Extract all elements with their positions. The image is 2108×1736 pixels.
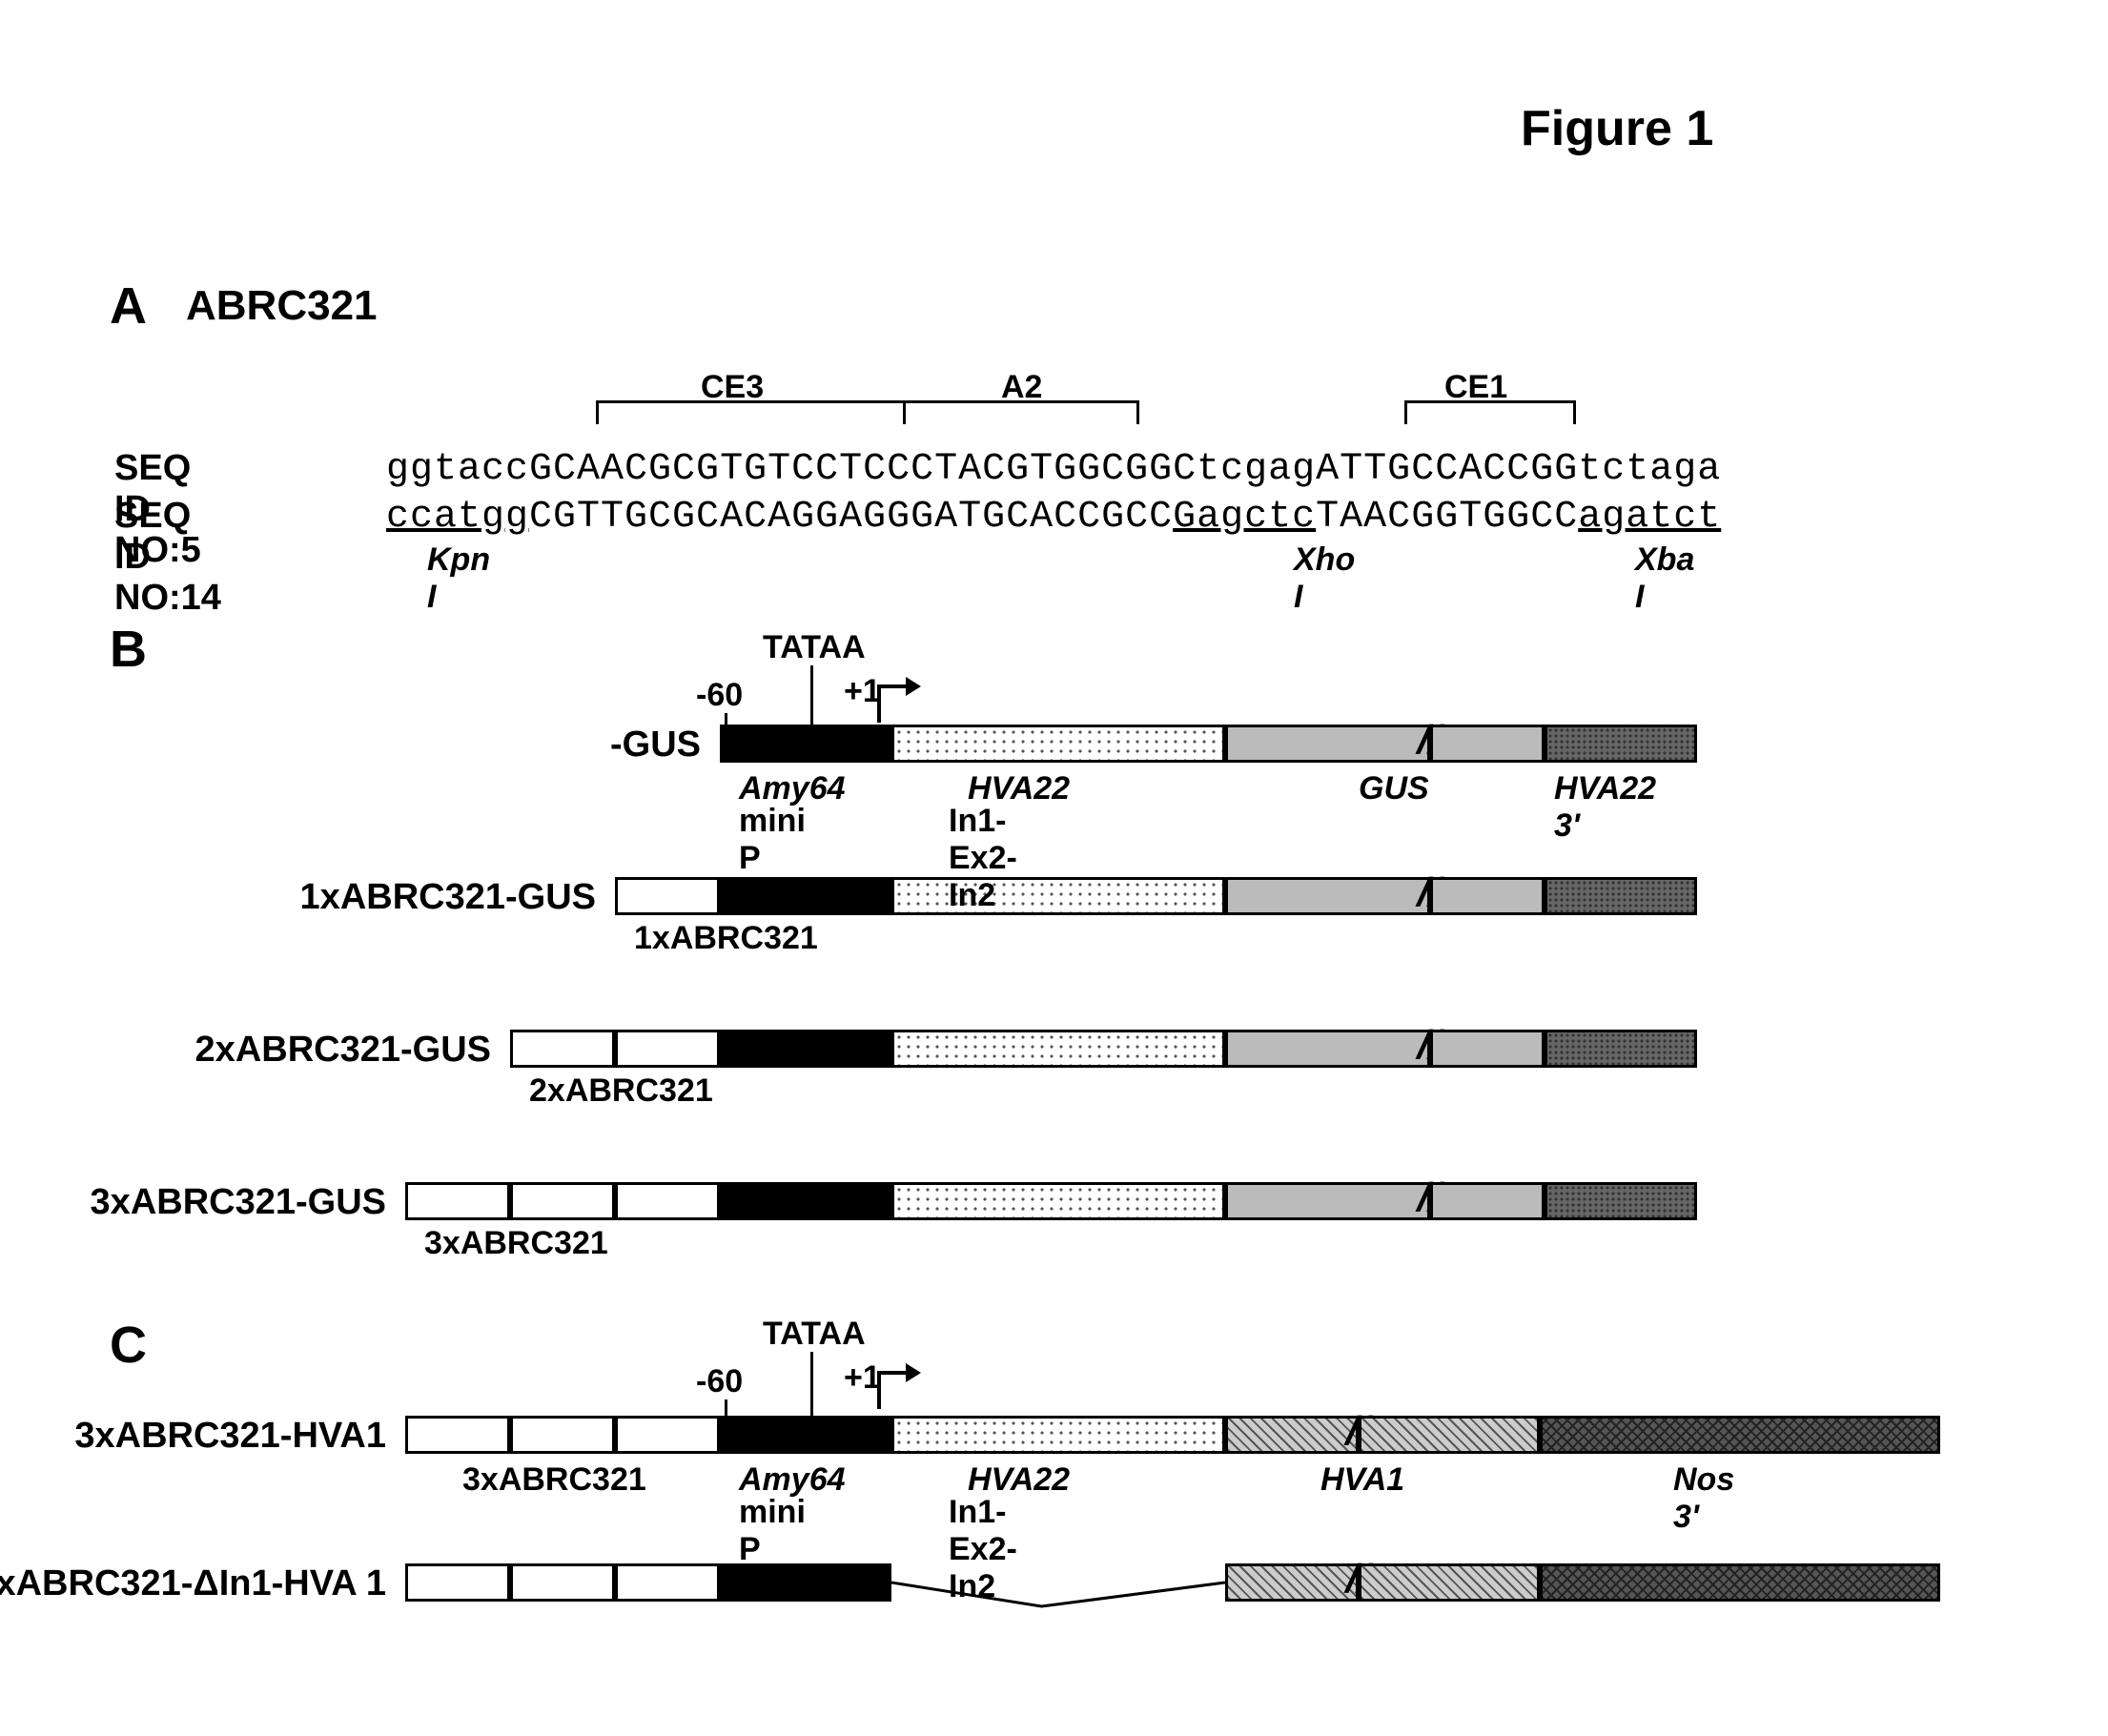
hva1-box-a	[1225, 1563, 1359, 1602]
abrc-box	[510, 1030, 615, 1068]
gus-box-b	[1430, 1030, 1545, 1068]
tataa-tick-c	[810, 1352, 813, 1420]
minus60-label: -60	[696, 677, 743, 714]
abrc-box	[405, 1182, 510, 1220]
tss-arrow-head-c	[906, 1363, 921, 1382]
tataa-label: TATAA	[763, 629, 866, 666]
minip-label: mini P	[739, 803, 806, 877]
gus-box-a	[1225, 877, 1430, 915]
hva22-intron-exon	[891, 1030, 1225, 1068]
plus1-tick-c	[877, 1371, 881, 1409]
tss-arrow-head	[906, 677, 921, 696]
panel-a-title: ABRC321	[186, 282, 378, 330]
nos-3prime	[1540, 1563, 1940, 1602]
abrc-label: 3xABRC321	[424, 1225, 608, 1262]
abrc-box	[405, 1416, 510, 1454]
gus-box-b	[1430, 725, 1545, 763]
hva22-3prime	[1545, 1182, 1697, 1220]
in1ex2in2-label: In1-Ex2-In2	[949, 803, 1017, 914]
gus-box-a	[1225, 1182, 1430, 1220]
in1ex2in2-label-c: In1-Ex2-In2	[949, 1494, 1017, 1605]
construct-name: 3xABRC321-ΔIn1-HVA 1	[0, 1563, 386, 1604]
xba-label: Xba I	[1635, 541, 1694, 616]
hva1-box-b	[1359, 1563, 1540, 1602]
amy64-promoter	[720, 1416, 891, 1454]
hva22-3prime	[1545, 1030, 1697, 1068]
abrc-box	[510, 1563, 615, 1602]
hva1-box-b	[1359, 1416, 1540, 1454]
abrc-box	[405, 1563, 510, 1602]
amy64-promoter	[720, 725, 891, 763]
hva22-3prime	[1545, 725, 1697, 763]
construct-name: 2xABRC321-GUS	[195, 1030, 491, 1071]
panel-b-label: B	[110, 620, 147, 679]
amy64-promoter	[720, 877, 891, 915]
minip-label-c: mini P	[739, 1494, 806, 1568]
amy64-promoter	[720, 1563, 891, 1602]
abrc-label-c: 3xABRC321	[462, 1461, 646, 1499]
seq-top: ggtaccGCAACGCGTGTCCTCCCTACGTGGCGGCtcgagA…	[386, 448, 1721, 491]
construct-name: 1xABRC321-GUS	[300, 877, 596, 918]
abrc-box	[615, 877, 720, 915]
gus-box-b	[1430, 877, 1545, 915]
abrc-label: 2xABRC321	[529, 1072, 713, 1110]
tataa-label-c: TATAA	[763, 1316, 866, 1353]
tss-arrow-stem-c	[877, 1371, 906, 1375]
plus1-label: +1	[844, 673, 881, 710]
gus-label: GUS	[1359, 770, 1429, 807]
gus-box-a	[1225, 725, 1430, 763]
ce3-label: CE3	[701, 369, 764, 406]
seq-id-bot: SEQ ID NO:14	[114, 496, 221, 619]
hva1-label: HVA1	[1320, 1461, 1404, 1499]
construct-name: 3xABRC321-HVA1	[74, 1416, 386, 1457]
a2-label: A2	[1001, 369, 1042, 406]
abrc-label: 1xABRC321	[634, 920, 818, 957]
panel-a-label: A	[110, 276, 147, 336]
amy64-promoter	[720, 1182, 891, 1220]
abrc-box	[510, 1182, 615, 1220]
construct-name: 3xABRC321-GUS	[91, 1182, 386, 1223]
abrc-box	[510, 1416, 615, 1454]
nos3p-label: Nos 3'	[1673, 1461, 1734, 1536]
hva22-intron-exon	[891, 725, 1225, 763]
gus-box-a	[1225, 1030, 1430, 1068]
hva1-box-a	[1225, 1416, 1359, 1454]
nos-3prime	[1540, 1416, 1940, 1454]
seq-bot: ccatggCGTTGCGCACAGGAGGGATGCACCGCCGagctcT…	[386, 496, 1721, 539]
xho-label: Xho I	[1294, 541, 1355, 616]
construct-name: -GUS	[610, 725, 701, 766]
ce1-label: CE1	[1444, 369, 1507, 406]
amy64-promoter	[720, 1030, 891, 1068]
tss-arrow-stem	[877, 684, 906, 688]
panel-c-label: C	[110, 1316, 147, 1375]
abrc-box	[615, 1416, 720, 1454]
intron-v-line	[891, 1563, 1225, 1611]
abrc-box	[615, 1030, 720, 1068]
gus-box-b	[1430, 1182, 1545, 1220]
figure-title: Figure 1	[1521, 100, 1713, 157]
hva22-intron-exon	[891, 1416, 1225, 1454]
minus60-label-c: -60	[696, 1363, 743, 1400]
kpn-label: Kpn I	[427, 541, 490, 616]
hva22-3p-label: HVA22 3'	[1554, 770, 1656, 845]
plus1-tick	[877, 684, 881, 723]
abrc-box	[615, 1563, 720, 1602]
plus1-label-c: +1	[844, 1359, 881, 1397]
hva22-intron-exon	[891, 877, 1225, 915]
hva22-3prime	[1545, 877, 1697, 915]
abrc-box	[615, 1182, 720, 1220]
hva22-intron-exon	[891, 1182, 1225, 1220]
